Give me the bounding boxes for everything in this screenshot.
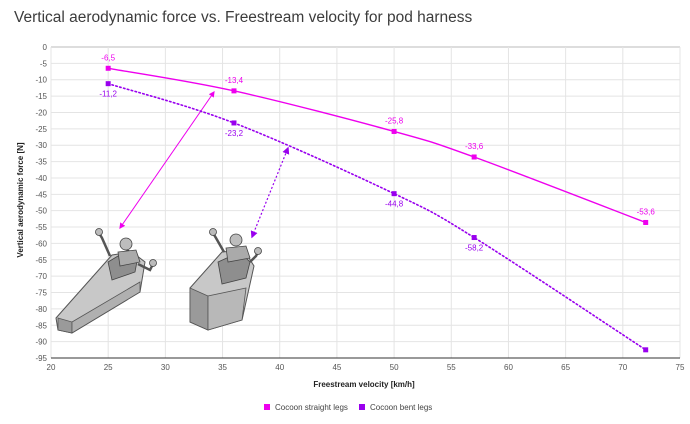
legend-item-bent-legs: Cocoon bent legs — [359, 403, 432, 412]
y-tick-label: -85 — [35, 321, 47, 330]
data-label-bent-legs: -11,2 — [99, 90, 117, 99]
legend-marker-straight-legs — [264, 404, 270, 410]
pod-bent-legs-illustration — [189, 228, 262, 331]
bent-legs-callout-arrow — [250, 146, 290, 239]
legend-marker-bent-legs — [359, 404, 365, 410]
y-tick-label: -80 — [35, 305, 47, 314]
y-tick-label: 0 — [43, 43, 48, 52]
data-label-bent-legs: -44,8 — [385, 200, 404, 209]
data-point-straight-legs — [391, 128, 397, 134]
legend-label-straight-legs: Cocoon straight legs — [275, 403, 348, 412]
y-tick-label: -40 — [35, 174, 47, 183]
y-tick-label: -70 — [35, 272, 47, 281]
legend-item-straight-legs: Cocoon straight legs — [264, 403, 348, 412]
data-point-straight-legs — [231, 88, 237, 94]
chart-title: Vertical aerodynamic force vs. Freestrea… — [14, 9, 473, 26]
y-tick-label: -50 — [35, 207, 47, 216]
x-axis-title: Freestream velocity [km/h] — [313, 380, 415, 389]
x-axis-ticks: 20 25 30 35 40 45 50 55 60 65 70 75 — [47, 363, 685, 372]
x-tick-label: 65 — [561, 363, 570, 372]
data-point-bent-legs — [643, 347, 649, 353]
x-tick-label: 50 — [390, 363, 399, 372]
x-tick-label: 60 — [504, 363, 513, 372]
y-tick-label: -25 — [35, 125, 47, 134]
y-tick-label: -65 — [35, 256, 47, 265]
chart-grid — [50, 46, 681, 359]
x-tick-label: 35 — [218, 363, 227, 372]
y-tick-label: -15 — [35, 92, 47, 101]
y-axis-ticks: 0 -5 -10 -15 -20 -25 -30 -35 -40 -45 -50 -55 -60 -65 -… — [35, 43, 47, 363]
data-point-bent-legs — [231, 120, 237, 126]
x-tick-label: 25 — [104, 363, 113, 372]
y-tick-label: -5 — [40, 59, 48, 68]
data-point-bent-legs — [105, 81, 111, 87]
straight-legs-callout-arrow — [119, 91, 215, 229]
data-point-straight-legs — [105, 65, 111, 71]
series-line-bent-legs — [107, 82, 647, 351]
data-label-bent-legs: -58,2 — [465, 244, 484, 253]
data-label-straight-legs: -6,5 — [101, 53, 115, 62]
x-tick-label: 30 — [161, 363, 170, 372]
data-label-straight-legs: -33,6 — [465, 142, 484, 151]
y-tick-label: -45 — [35, 190, 47, 199]
data-labels-layer: -6,5 -13,4 -25,8 -33,6 -53,6 -11,2 -23,2 -44,8 -… — [99, 53, 655, 252]
y-tick-label: -60 — [35, 239, 47, 248]
series-layer — [105, 65, 649, 353]
data-label-bent-legs: -23,2 — [225, 129, 244, 138]
y-tick-label: -30 — [35, 141, 47, 150]
data-label-straight-legs: -53,6 — [637, 207, 656, 216]
y-tick-label: -90 — [35, 338, 47, 347]
y-tick-label: -55 — [35, 223, 47, 232]
y-axis-title: Vertical aerodynamic force [N] — [16, 142, 25, 257]
x-tick-label: 20 — [47, 363, 56, 372]
data-point-bent-legs — [391, 191, 397, 197]
x-tick-label: 40 — [275, 363, 284, 372]
x-tick-label: 70 — [618, 363, 627, 372]
data-point-straight-legs — [471, 154, 477, 160]
y-tick-label: -95 — [35, 354, 47, 363]
x-tick-label: 45 — [332, 363, 341, 372]
data-point-bent-legs — [471, 235, 477, 241]
data-label-straight-legs: -13,4 — [225, 76, 244, 85]
x-tick-label: 55 — [447, 363, 456, 372]
y-tick-label: -35 — [35, 158, 47, 167]
y-tick-label: -20 — [35, 108, 47, 117]
data-point-straight-legs — [643, 219, 649, 225]
x-tick-label: 75 — [676, 363, 685, 372]
pod-straight-legs-illustration — [55, 228, 157, 334]
y-tick-label: -75 — [35, 289, 47, 298]
data-label-straight-legs: -25,8 — [385, 116, 404, 125]
legend-label-bent-legs: Cocoon bent legs — [370, 403, 432, 412]
legend: Cocoon straight legs Cocoon bent legs — [264, 403, 432, 412]
y-tick-label: -10 — [35, 76, 47, 85]
